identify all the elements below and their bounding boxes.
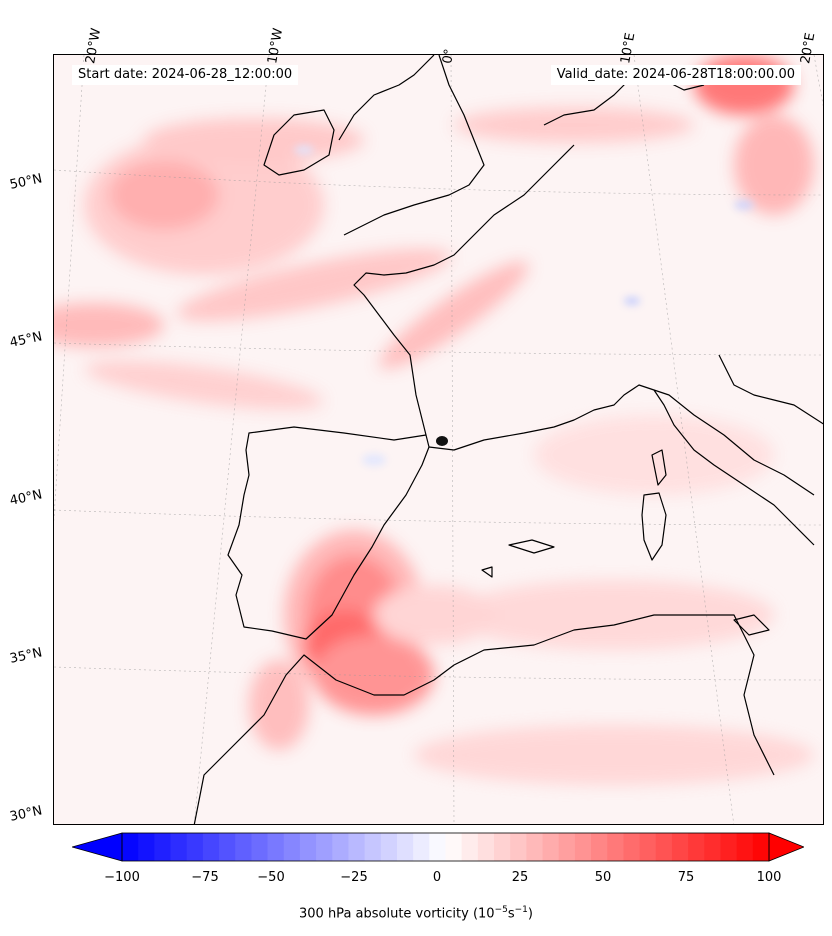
lat-tick-30n: 30°N [8,803,44,825]
colorbar-tick: 75 [677,870,695,885]
colorbar-tick: −25 [340,870,368,885]
colorbar-cell [413,833,430,861]
colorbar-cell [558,833,576,861]
colorbar-tick: 50 [594,870,612,885]
colorbar [72,832,804,862]
location-marker [436,436,448,446]
colorbar-cell [235,833,252,861]
colorbar-cell [364,833,382,861]
colorbar-tick: −75 [191,870,219,885]
colorbar-cell [574,833,592,861]
vorticity-map [54,55,823,824]
colorbar-cell [688,833,705,861]
colorbar-cell [251,833,269,861]
colorbar-label-text: 300 hPa absolute vorticity (10 [299,906,495,922]
colorbar-cell [348,833,366,861]
colorbar-cell [219,833,236,861]
colorbar-cell [477,833,495,861]
colorbar-cell [720,833,738,861]
colorbar-tick: 0 [432,870,442,885]
colorbar-cell [396,833,414,861]
colorbar-cell [299,833,317,861]
colorbar-tick: 25 [511,870,529,885]
colorbar-cell [380,833,398,861]
coastline [193,55,823,824]
colorbar-cell [542,833,560,861]
colorbar-cell [704,833,721,861]
colorbar-cell [267,833,285,861]
colorbar-cell [623,833,641,861]
colorbar-cell [202,833,220,861]
colorbar-cell [494,833,511,861]
map-frame: Start date: 2024-06-28_12:00:00 Valid_da… [53,54,824,825]
colorbar-cell [445,833,463,861]
colorbar-cell [429,833,446,861]
colorbar-cell [736,833,754,861]
colorbar-cell [154,833,172,861]
colorbar-tick: 100 [756,870,782,885]
colorbar-cell [510,833,527,861]
colorbar-cell [591,833,608,861]
colorbar-cell [170,833,188,861]
colorbar-cell [607,833,624,861]
colorbar-cell [655,833,673,861]
colorbar-label-exp2: −1 [514,905,528,915]
colorbar-cell [639,833,657,861]
lat-tick-50n: 50°N [8,171,44,193]
lon-tick-0: 0° [440,47,458,65]
colorbar-max-extend [768,832,804,862]
colorbar-cell [122,833,139,861]
colorbar-cell [671,833,689,861]
valid-date-label: Valid_date: 2024-06-28T18:00:00.00 [550,65,801,85]
colorbar-cell [332,833,349,861]
vorticity-field [54,55,814,785]
colorbar-cell [316,833,333,861]
colorbar-cell [526,833,544,861]
colorbar-cell [752,833,770,861]
colorbar-cell [461,833,479,861]
colorbar-cell [138,833,155,861]
colorbar-tick: −50 [257,870,285,885]
lat-tick-45n: 45°N [8,329,44,351]
lat-tick-40n: 40°N [8,487,44,509]
colorbar-label-end: ) [527,906,533,922]
colorbar-min-extend [72,832,123,862]
colorbar-cell [283,833,301,861]
colorbar-tick: −100 [104,870,140,885]
colorbar-label: 300 hPa absolute vorticity (10−5s−1) [0,905,832,921]
colorbar-cell [186,833,204,861]
colorbar-label-mid: s [507,906,515,922]
colorbar-label-exp1: −5 [494,905,508,915]
lat-tick-35n: 35°N [8,645,44,667]
start-date-label: Start date: 2024-06-28_12:00:00 [72,65,299,85]
